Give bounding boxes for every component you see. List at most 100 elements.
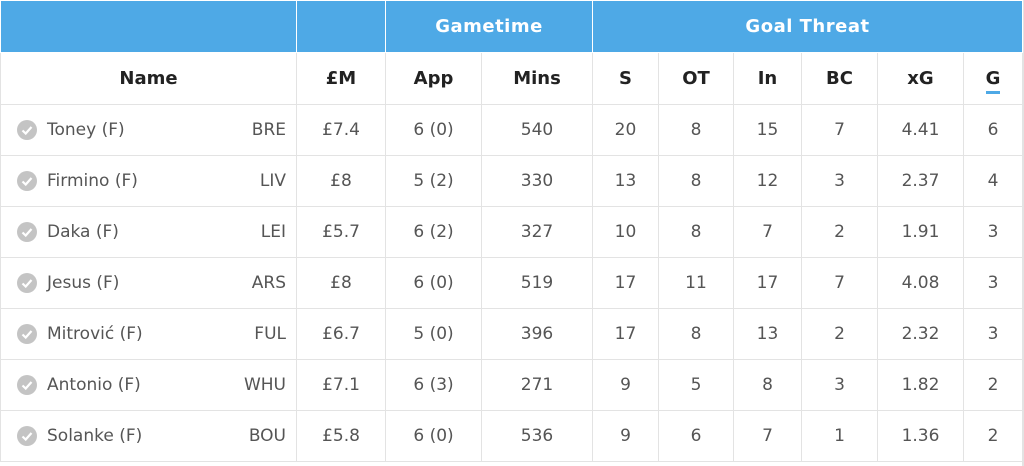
team: BOU: [248, 426, 286, 446]
player-name: Solanke (F): [47, 426, 143, 446]
stat-cell: 7: [733, 410, 802, 462]
blank-header: [296, 0, 386, 53]
team: LEI: [260, 222, 286, 242]
column-header[interactable]: S: [592, 52, 659, 105]
stat-cell: 11: [658, 257, 734, 309]
player-name: Mitrović (F): [47, 324, 143, 344]
stat-cell: 2.37: [877, 155, 964, 207]
stat-cell: 327: [481, 206, 593, 258]
stat-cell: 8: [658, 155, 734, 207]
stat-cell: 7: [801, 104, 878, 156]
stat-cell: 8: [733, 359, 802, 411]
player-row: Antonio (F) WHU £7.1 6 (3) 271 9 5 8 3 1.82 2: [0, 359, 1023, 411]
stat-cell: 5: [658, 359, 734, 411]
stat-cell: 9: [592, 410, 659, 462]
check-icon[interactable]: [17, 324, 37, 344]
stat-cell: 2: [963, 359, 1023, 411]
group-header-row: Gametime Goal Threat: [0, 0, 1023, 53]
player-cell: Mitrović (F) FUL: [0, 308, 297, 360]
stat-cell: 7: [801, 257, 878, 309]
check-icon[interactable]: [17, 273, 37, 293]
stat-cell: 13: [592, 155, 659, 207]
stat-cell: 6 (3): [385, 359, 482, 411]
stat-cell: 15: [733, 104, 802, 156]
player-cell: Toney (F) BRE: [0, 104, 297, 156]
stat-cell: 4: [963, 155, 1023, 207]
player-name: Toney (F): [47, 120, 125, 140]
stat-cell: 3: [963, 257, 1023, 309]
team: WHU: [243, 375, 286, 395]
check-icon[interactable]: [17, 375, 37, 395]
check-icon[interactable]: [17, 120, 37, 140]
check-icon[interactable]: [17, 426, 37, 446]
scroll-edge: [1022, 0, 1024, 466]
column-header[interactable]: BC: [801, 52, 878, 105]
player-cell: Solanke (F) BOU: [0, 410, 297, 462]
column-header-text: App: [413, 68, 454, 89]
column-header-text: BC: [826, 68, 853, 89]
column-header[interactable]: £M: [296, 52, 386, 105]
column-header-text: S: [619, 68, 632, 89]
column-header[interactable]: G: [963, 52, 1023, 105]
stat-cell: 1.91: [877, 206, 964, 258]
stat-cell: 7: [733, 206, 802, 258]
stat-cell: 4.08: [877, 257, 964, 309]
team: FUL: [254, 324, 286, 344]
stat-cell: 2.32: [877, 308, 964, 360]
stat-cell: 17: [592, 308, 659, 360]
stat-cell: 271: [481, 359, 593, 411]
column-header[interactable]: Name: [0, 52, 297, 105]
stat-cell: 17: [733, 257, 802, 309]
column-header[interactable]: App: [385, 52, 482, 105]
stat-cell: 6 (0): [385, 104, 482, 156]
stat-cell: 396: [481, 308, 593, 360]
stat-cell: 6: [658, 410, 734, 462]
stat-cell: 3: [801, 155, 878, 207]
column-header-row: Name £M App Mins S OT In BC xG G: [0, 52, 1023, 105]
column-header-text: Name: [119, 68, 178, 89]
player-row: Firmino (F) LIV £8 5 (2) 330 13 8 12 3 2.37 4: [0, 155, 1023, 207]
stat-cell: 1: [801, 410, 878, 462]
stat-cell: 540: [481, 104, 593, 156]
player-row: Mitrović (F) FUL £6.7 5 (0) 396 17 8 13 2 2.32 3: [0, 308, 1023, 360]
group-header: Goal Threat: [592, 0, 1023, 53]
stat-cell: £8: [296, 257, 386, 309]
stat-cell: 5 (0): [385, 308, 482, 360]
stat-cell: 8: [658, 206, 734, 258]
stat-cell: £7.4: [296, 104, 386, 156]
stat-cell: 10: [592, 206, 659, 258]
stat-cell: 8: [658, 308, 734, 360]
stat-cell: 12: [733, 155, 802, 207]
stat-cell: 2: [801, 308, 878, 360]
player-cell: Daka (F) LEI: [0, 206, 297, 258]
player-name: Jesus (F): [47, 273, 120, 293]
player-name: Antonio (F): [47, 375, 141, 395]
stat-cell: 4.41: [877, 104, 964, 156]
stat-cell: 6 (0): [385, 257, 482, 309]
stat-cell: 5 (2): [385, 155, 482, 207]
column-header-text: £M: [325, 68, 357, 89]
check-icon[interactable]: [17, 222, 37, 242]
column-header-text: In: [757, 68, 778, 89]
column-header[interactable]: In: [733, 52, 802, 105]
check-icon[interactable]: [17, 171, 37, 191]
stat-cell: 13: [733, 308, 802, 360]
stat-cell: £8: [296, 155, 386, 207]
column-header[interactable]: OT: [658, 52, 734, 105]
stat-cell: 17: [592, 257, 659, 309]
column-header-text: OT: [682, 68, 710, 89]
column-header[interactable]: Mins: [481, 52, 593, 105]
stat-cell: £5.7: [296, 206, 386, 258]
stat-cell: 2: [801, 206, 878, 258]
column-header-text: Mins: [513, 68, 561, 89]
column-header-text: xG: [907, 68, 934, 89]
column-header[interactable]: xG: [877, 52, 964, 105]
stat-cell: 3: [963, 308, 1023, 360]
stat-cell: 20: [592, 104, 659, 156]
player-name: Firmino (F): [47, 171, 138, 191]
stat-cell: £6.7: [296, 308, 386, 360]
team: BRE: [251, 120, 286, 140]
blank-header: [0, 0, 297, 53]
